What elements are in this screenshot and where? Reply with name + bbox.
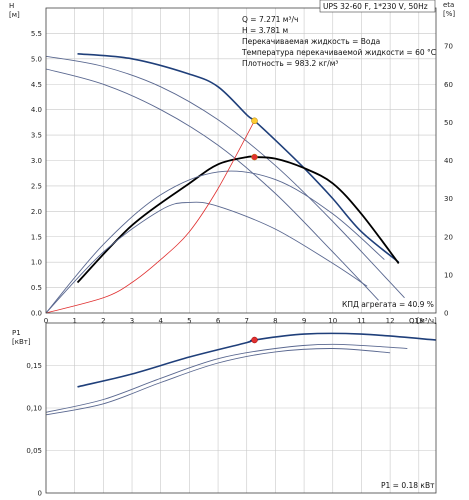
y-left-tick-label: 0.5: [31, 284, 42, 292]
x-tick-label: 4: [158, 317, 163, 325]
y-left-tick-label: 0.0: [31, 310, 42, 318]
series-head-secondary-2: [45, 68, 379, 301]
x-tick-label: 2: [101, 317, 105, 325]
y-right-tick-label: 70: [444, 43, 453, 51]
y-left-tick-label: 2.5: [31, 182, 42, 190]
y-bottom-tick-label: 0: [38, 490, 42, 498]
series-power-secondary-2: [45, 348, 391, 416]
power-note: P1 = 0.18 кВт: [381, 481, 435, 490]
info-line-fluid: Перекачиваемая жидкость = Вода: [242, 37, 380, 46]
y-left-tick-label: 1.0: [31, 259, 42, 267]
xlabel-top: Q [м³/ч]: [409, 317, 437, 325]
top-plot-grid: [45, 8, 436, 314]
info-line-density: Плотность = 983.2 кг/м³: [242, 59, 338, 68]
duty-point-power: [251, 336, 258, 344]
y-left-tick-label: 4.5: [31, 81, 42, 89]
y-right-tick-label: 0: [444, 310, 448, 318]
y-right-tick-label: 60: [444, 81, 453, 89]
y-bottom-tick-label: 0,10: [26, 405, 42, 413]
series-efficiency-secondary-4: [45, 170, 385, 314]
efficiency-note: КПД агрегата = 40.9 %: [342, 300, 434, 309]
x-tick-label: 9: [302, 317, 306, 325]
points-layer: [251, 117, 258, 344]
y-bottom-tick-label: 0,15: [26, 362, 42, 370]
y-left-tick-label: 4.0: [31, 106, 42, 114]
series-head-secondary-1: [45, 55, 405, 299]
y-right-tick-label: 30: [444, 195, 453, 203]
ylabel-bottom: P1 [кВт]: [12, 329, 31, 346]
top-plot-frame: [45, 7, 437, 314]
y-bottom-tick-label: 0,05: [26, 447, 42, 455]
y-left-tick-label: 1.5: [31, 233, 42, 241]
info-line-q: Q = 7.271 м³/ч: [242, 15, 298, 24]
chart-title: UPS 32-60 F, 1*230 V, 50Hz: [323, 2, 428, 11]
x-tick-label: 6: [216, 317, 221, 325]
x-tick-label: 3: [130, 317, 134, 325]
ylabel-left-top: H [м]: [9, 2, 20, 19]
info-line-temperature: Температура перекачиваемой жидкости = 60…: [241, 48, 436, 57]
title-box: [319, 0, 436, 13]
x-tick-label: 7: [245, 317, 249, 325]
x-tick-label: 11: [357, 317, 366, 325]
y-left-tick-label: 5.5: [31, 30, 42, 38]
info-line-h: H = 3.781 м: [242, 26, 288, 35]
y-left-tick-label: 3.0: [31, 157, 42, 165]
series-power-secondary-1: [45, 343, 408, 413]
y-right-tick-label: 50: [444, 119, 453, 127]
series-layer: [45, 53, 437, 416]
y-left-tick-label: 5.0: [31, 55, 42, 63]
x-tick-label: 12: [386, 317, 395, 325]
ylabel-right-top: eta [%]: [443, 1, 455, 18]
x-tick-label: 1: [72, 317, 76, 325]
series-system-secondary-6: [45, 120, 255, 314]
series-power-primary-0: [77, 332, 437, 388]
x-tick-label: 0: [44, 317, 48, 325]
bottom-plot-grid: [45, 323, 436, 494]
x-tick-label: 10: [328, 317, 337, 325]
tick-labels-layer: 0 1 2 3 4 5 6 7 8 9 10 11 12 130.00.51.01.52.02.53.03…: [26, 30, 453, 498]
x-tick-label: 5: [187, 317, 191, 325]
y-right-tick-label: 40: [444, 157, 453, 165]
x-tick-label: 13: [414, 317, 423, 325]
y-right-tick-label: 20: [444, 233, 453, 241]
bottom-plot-frame: [45, 322, 437, 494]
y-left-tick-label: 3.5: [31, 132, 42, 140]
x-tick-label: 8: [273, 317, 277, 325]
y-left-tick-label: 2.0: [31, 208, 42, 216]
duty-point-head: [251, 117, 258, 125]
duty-point-efficiency: [251, 153, 258, 161]
series-efficiency-secondary-5: [45, 201, 368, 314]
y-right-tick-label: 10: [444, 271, 453, 279]
